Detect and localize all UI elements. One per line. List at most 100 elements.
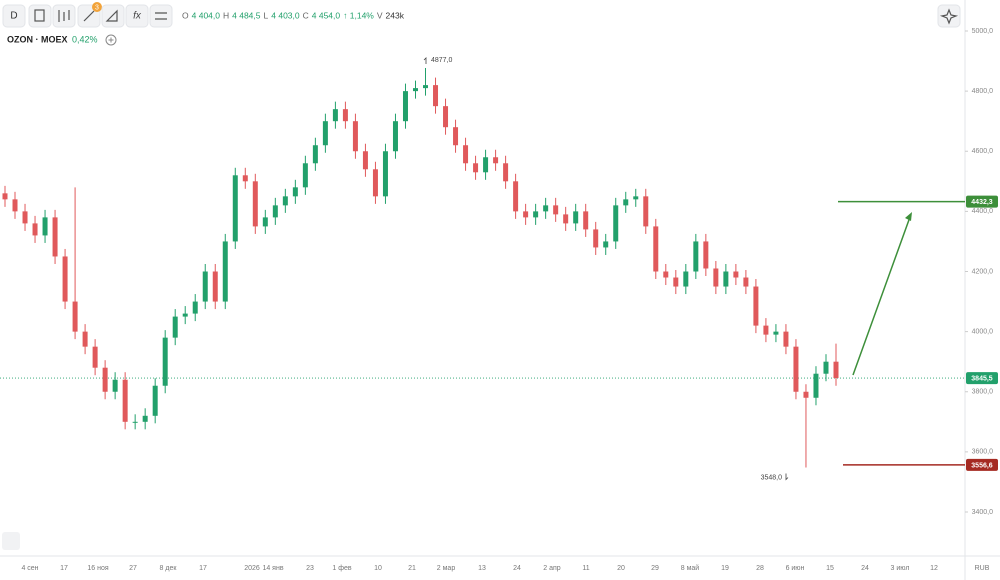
x-tick-label: 21 [408,565,416,572]
currency: RUB [975,565,990,572]
candle-body [743,277,749,287]
candle-body [603,241,609,248]
icon: fx [133,11,142,22]
candle-body [443,106,449,128]
candle-body [803,391,809,398]
candle-body [423,85,429,89]
candle-body [653,226,659,272]
candle-body [833,361,839,379]
ohlc-value: 4 403,0 [271,10,300,20]
y-tick-label: 3400,0 [972,509,994,516]
y-tick-label: 4600,0 [972,148,994,155]
x-tick-label: 12 [930,565,938,572]
candle-body [72,301,78,332]
candle-body [633,196,639,200]
candle-body [523,211,529,218]
x-tick-label: 8 дек [160,565,178,572]
candle-body [12,199,18,212]
candle-body [493,157,499,164]
x-tick-label: 8 май [681,564,700,572]
x-tick-label: 2026 [244,565,260,572]
x-tick-label: 16 ноя [87,565,108,572]
icon [83,10,95,22]
x-tick-label: 13 [478,565,486,572]
candle-body [202,271,208,302]
x-tick-label: 3 июл [891,565,910,572]
candle-body [823,361,829,374]
y-tick-label: 4400,0 [972,208,994,215]
candle-body [733,271,739,278]
candle-body [302,163,308,188]
ohlc-key: O [182,10,189,20]
icon [34,9,45,22]
candle-body [813,373,819,398]
trend-arrow [852,216,911,376]
last-price-label: 3845,5 [971,375,993,382]
level-label: 3556,6 [971,462,993,469]
candle-body [262,217,268,227]
candle-body [783,331,789,347]
candle-body [503,163,509,182]
candle-body [663,271,669,278]
x-tick-label: 20 [617,565,625,572]
candle-body [763,325,769,335]
indicator-button[interactable] [28,4,52,28]
icon [939,8,959,25]
x-tick-label: 6 июн [786,565,805,572]
candle-body [192,301,198,314]
x-tick-label: 17 [199,565,207,572]
candle-body [793,346,799,392]
candle-body [132,421,138,423]
candle-body [62,256,68,302]
candle-body [543,205,549,212]
candle-body [162,337,168,386]
x-tick-label: 11 [582,565,589,572]
ohlc-key: L [264,10,269,20]
badge [92,2,102,12]
candle-body [42,217,48,236]
x-tick-label: 10 [374,565,382,572]
ruler-button[interactable] [101,4,125,28]
candle-body [92,346,98,368]
candle-body [212,271,218,302]
badge-count: 3 [95,4,99,11]
candle-body [753,286,759,326]
candle-body [433,85,439,107]
x-tick-label: 28 [756,565,764,572]
y-tick-label: 4200,0 [972,268,994,275]
candle-body [342,109,348,122]
candle-body [182,313,188,317]
arrow-head [905,212,912,221]
candle-body [142,415,148,422]
candle-body [232,175,238,242]
candle-body [513,181,519,212]
candle-body [32,223,38,236]
x-tick-label: 27 [129,565,137,572]
level-label: 4432,3 [971,199,993,206]
function-button[interactable] [125,4,149,28]
candle-body [623,199,629,206]
candle-body [172,316,178,338]
add-button[interactable] [105,34,117,46]
x-tick-label: 19 [721,565,729,572]
x-tick-label: 1 фев [332,565,351,572]
interval-button[interactable] [2,4,26,28]
candle-body [723,271,729,287]
x-tick-label: 2 апр [543,565,561,572]
candle-body [713,268,719,287]
y-tick-label: 4000,0 [972,328,994,335]
candle-body [362,151,368,170]
level-box [966,195,998,208]
candle-body [332,109,338,122]
level-box [966,458,998,471]
ai-button[interactable] [937,4,961,28]
icon [155,12,167,20]
extreme-label: 3548,0 [761,474,783,481]
settings-button[interactable] [149,4,173,28]
candle-body [352,121,358,152]
tool-button[interactable] [2,532,20,550]
ohlc-value: 4 404,0 [192,10,221,20]
